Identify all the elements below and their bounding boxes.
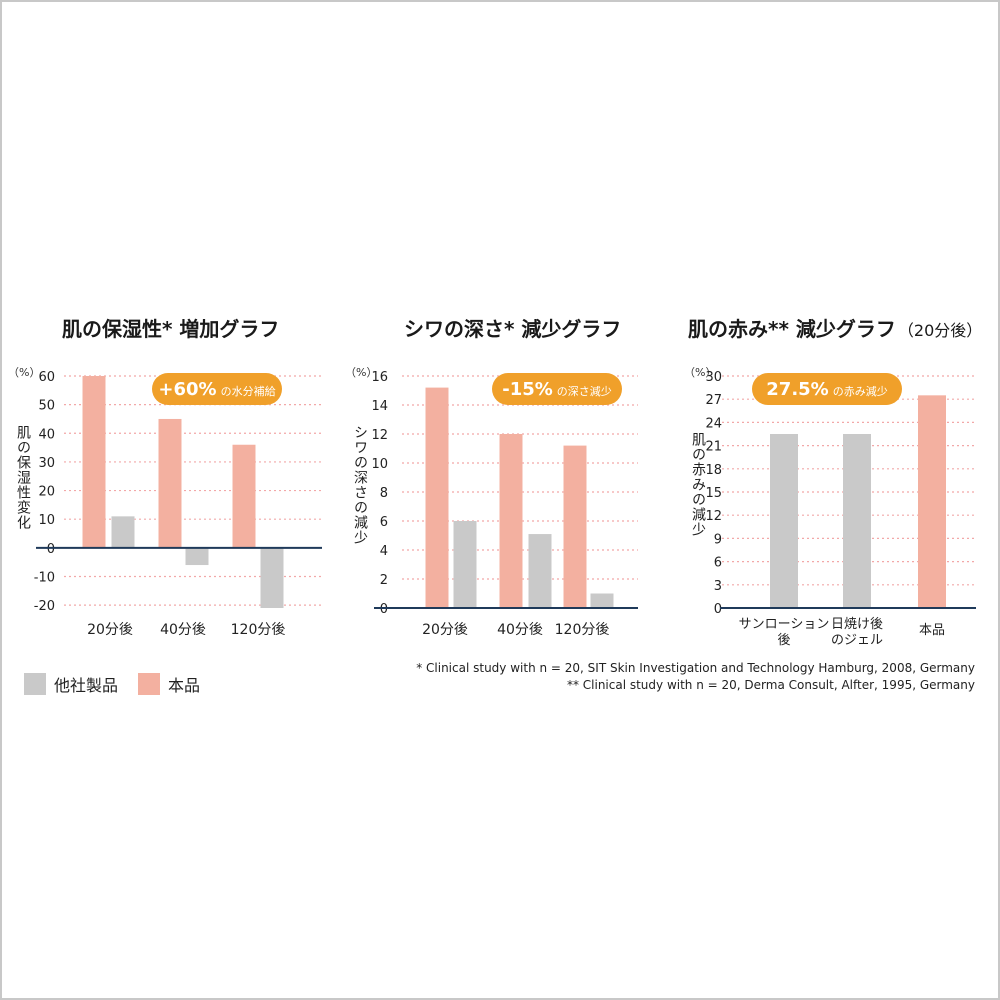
chart3-title: 肌の赤み** 減少グラフ （20分後） — [688, 313, 982, 342]
bar — [770, 434, 798, 608]
y-tick-label: 24 — [705, 416, 722, 431]
y-tick-label: 14 — [371, 399, 388, 414]
legend: 他社製品 本品 — [24, 672, 220, 696]
chart3-unit: （%） — [684, 366, 717, 379]
bar-product — [82, 376, 106, 548]
callout-badge-text: +60% の水分補給 — [158, 379, 275, 400]
y-tick-label: 21 — [705, 440, 722, 455]
y-tick-label: 0 — [380, 602, 388, 617]
y-tick-label: 60 — [38, 370, 55, 385]
y-tick-label: 0 — [714, 602, 722, 617]
chart1-plot: 60 50 40 30 20 10 0 -10 -20 20分後 40分後 120分後 +60% の水分補… — [34, 370, 322, 638]
x-category-label: 本品 — [919, 623, 945, 638]
x-category-label: 日焼け後のジェル — [831, 617, 883, 648]
callout-badge-text: 27.5% の赤み減少 — [766, 379, 887, 400]
bar — [918, 395, 946, 608]
bar-product — [563, 445, 587, 608]
y-tick-label: 6 — [380, 515, 388, 530]
y-tick-label: 30 — [38, 456, 55, 471]
legend-item-competitor: 他社製品 — [24, 672, 118, 696]
chart1-unit: （%） — [8, 366, 41, 379]
y-tick-label: 16 — [371, 370, 388, 385]
bar-competitor — [453, 521, 477, 608]
y-tick-label: 27 — [705, 393, 722, 408]
y-tick-label: 12 — [371, 428, 388, 443]
footnotes: * Clinical study with n = 20, SIT Skin I… — [416, 660, 975, 694]
legend-swatch-competitor — [24, 673, 46, 695]
chart2-title-text: シワの深さ* 減少グラフ — [404, 317, 622, 341]
y-tick-label: 0 — [47, 542, 55, 557]
legend-item-product: 本品 — [138, 672, 200, 696]
x-category-label: 40分後 — [160, 622, 206, 638]
y-tick-label: 15 — [705, 486, 722, 501]
y-tick-label: 2 — [380, 573, 388, 588]
y-tick-label: 20 — [38, 485, 55, 500]
legend-label-competitor: 他社製品 — [54, 676, 119, 695]
bar-competitor — [590, 593, 614, 608]
chart3-plot: 302724211815129630サンローション後日焼け後のジェル本品27.5… — [705, 370, 976, 648]
bar-competitor — [528, 534, 552, 608]
bar-product — [232, 444, 256, 548]
callout-badge-text: -15% の深さ減少 — [502, 379, 612, 400]
bar-competitor — [185, 547, 209, 566]
chart2-ylabel: シワの深さの減少 — [352, 425, 368, 545]
x-category-label: 20分後 — [422, 622, 468, 638]
legend-label-product: 本品 — [168, 676, 201, 695]
bar-competitor — [260, 547, 284, 608]
bar-product — [158, 418, 182, 548]
x-category-label: 120分後 — [231, 622, 286, 638]
chart2-unit: （%） — [345, 366, 378, 379]
x-category-label: サンローション後 — [739, 617, 830, 648]
footnote-2: ** Clinical study with n = 20, Derma Con… — [566, 678, 975, 692]
callout-badge — [752, 373, 902, 405]
chart1-title: 肌の保湿性* 増加グラフ — [62, 313, 279, 342]
chart3-title-text: 肌の赤み** 減少グラフ — [688, 317, 896, 341]
y-tick-label: 4 — [380, 544, 388, 559]
bar-competitor — [111, 516, 135, 548]
callout-badge — [152, 373, 282, 405]
legend-swatch-product — [138, 673, 161, 695]
callout-badge — [492, 373, 622, 405]
y-tick-label: 18 — [705, 463, 722, 478]
chart2-plot: 16 14 12 10 8 6 4 2 0 20分後 40分後 120分後 -15% の深さ減少 — [371, 370, 638, 638]
chart1-title-text: 肌の保湿性* 増加グラフ — [62, 317, 280, 341]
y-tick-label: 40 — [38, 427, 55, 442]
y-tick-label: 30 — [705, 370, 722, 385]
bar-product — [425, 387, 449, 608]
x-category-label: 40分後 — [497, 622, 543, 638]
x-category-label: 20分後 — [87, 622, 133, 638]
y-tick-label: 9 — [714, 532, 722, 547]
y-tick-label: 8 — [380, 486, 388, 501]
chart1-ylabel: 肌の保湿性変化 — [15, 425, 31, 530]
y-tick-label: 12 — [705, 509, 722, 524]
chart2-title: シワの深さ* 減少グラフ — [404, 313, 621, 342]
y-tick-label: 10 — [38, 513, 55, 528]
y-tick-label: 6 — [714, 556, 722, 571]
chart3-subtitle: （20分後） — [897, 321, 983, 340]
bar-product — [499, 434, 523, 608]
y-tick-label: -20 — [34, 599, 55, 614]
footnote-1: * Clinical study with n = 20, SIT Skin I… — [416, 661, 975, 675]
y-tick-label: 50 — [38, 399, 55, 414]
y-tick-label: 10 — [371, 457, 388, 472]
y-tick-label: 3 — [714, 579, 722, 594]
x-category-label: 120分後 — [555, 622, 610, 638]
chart3-ylabel: 肌の赤みの減少 — [690, 432, 706, 537]
y-tick-label: -10 — [34, 570, 55, 585]
bar — [843, 434, 871, 608]
